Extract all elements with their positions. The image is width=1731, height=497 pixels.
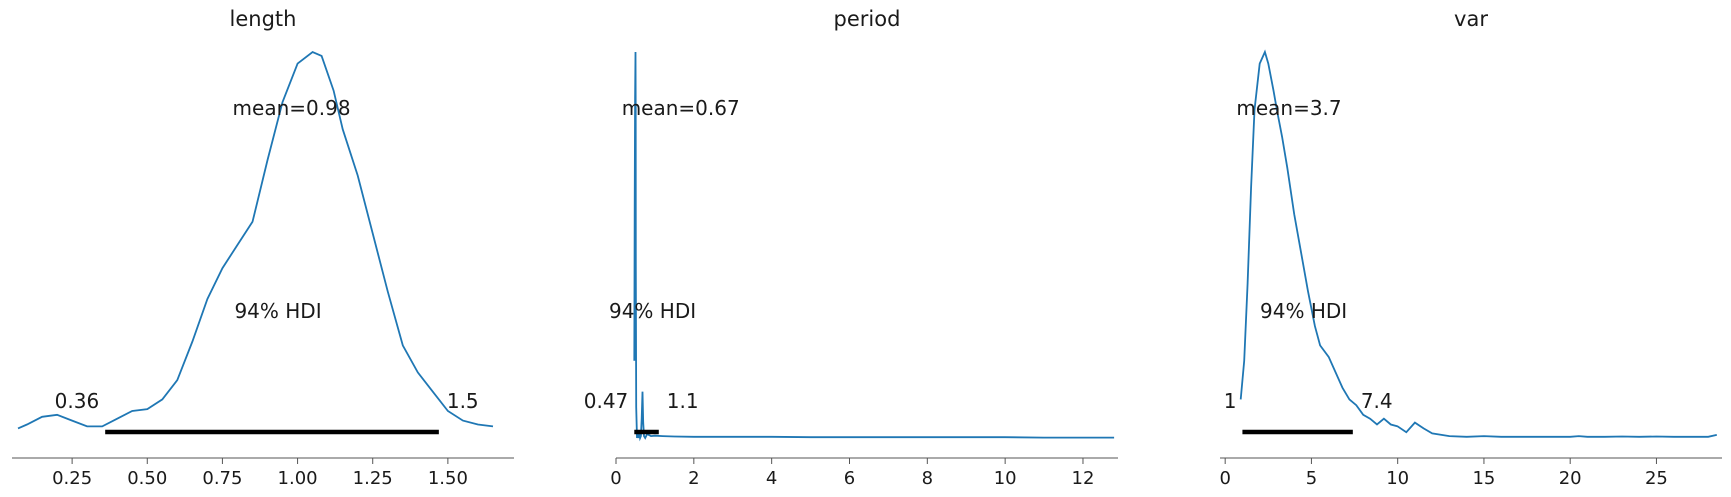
x-tick-label: 12: [1072, 468, 1095, 489]
x-tick-label: 10: [1386, 468, 1409, 489]
hdi-lower-label: 0.36: [55, 389, 100, 413]
panel-title: period: [834, 7, 901, 31]
x-tick-label: 1.00: [278, 468, 318, 489]
x-tick-label: 1.50: [428, 468, 468, 489]
x-tick-label: 25: [1645, 468, 1668, 489]
x-tick-label: 0: [610, 468, 621, 489]
panel-length: length 0.25 0.50 0.75 1.00 1.25 1.50 0.36 1.5 94%…: [12, 7, 514, 489]
density-curve: [633, 51, 1115, 442]
panel-title: var: [1454, 7, 1488, 31]
x-tick-label: 0.75: [202, 468, 242, 489]
x-tick-label: 2: [688, 468, 699, 489]
x-tick-label: 5: [1306, 468, 1317, 489]
panel-title: length: [230, 7, 297, 31]
x-tick-label: 0.25: [52, 468, 92, 489]
hdi-label: 94% HDI: [234, 299, 321, 323]
x-tick-label: 6: [844, 468, 855, 489]
panel-var: var 0 5 10 15 20 25 1 7.4 94% HDI mean=3.7: [1219, 7, 1722, 489]
x-tick-label: 20: [1559, 468, 1582, 489]
mean-label: mean=0.67: [622, 96, 740, 120]
x-tick-label: 8: [922, 468, 933, 489]
x-tick-label: 15: [1472, 468, 1495, 489]
x-tick-label: 4: [766, 468, 777, 489]
mean-label: mean=3.7: [1236, 96, 1341, 120]
hdi-upper-label: 1.5: [447, 389, 479, 413]
x-tick-label: 0.50: [127, 468, 167, 489]
density-curve: [17, 50, 494, 430]
hdi-upper-label: 1.1: [667, 389, 699, 413]
panel-period: period 0 2 4 6 8 10 12 0.47 1.1 94% HDI mean=0.67: [584, 7, 1118, 489]
x-tick-label: 10: [994, 468, 1017, 489]
hdi-label: 94% HDI: [609, 299, 696, 323]
hdi-lower-label: 0.47: [584, 389, 629, 413]
hdi-upper-label: 7.4: [1361, 389, 1393, 413]
density-curve: [1239, 49, 1717, 438]
hdi-lower-label: 1: [1224, 389, 1237, 413]
x-tick-label: 1.25: [353, 468, 393, 489]
hdi-label: 94% HDI: [1260, 299, 1347, 323]
x-tick-label: 0: [1219, 468, 1230, 489]
mean-label: mean=0.98: [233, 96, 351, 120]
